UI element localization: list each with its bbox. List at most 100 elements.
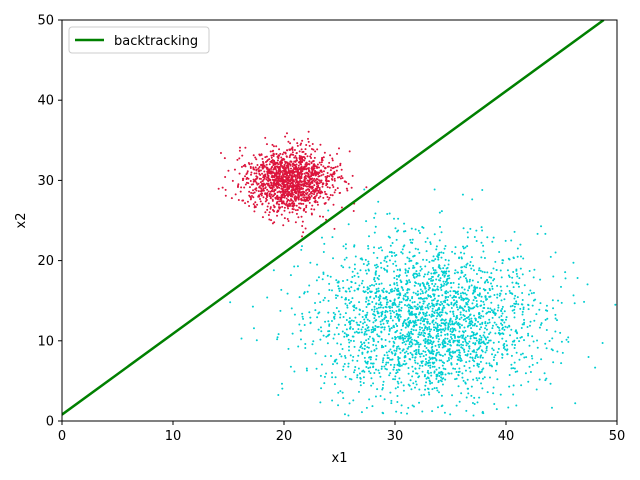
- scatter-point: [253, 210, 256, 213]
- scatter-point: [296, 167, 299, 170]
- scatter-point: [270, 183, 273, 185]
- scatter-point: [435, 368, 438, 371]
- scatter-point: [431, 310, 434, 313]
- scatter-point: [380, 282, 383, 285]
- scatter-point: [454, 295, 457, 298]
- scatter-point: [252, 203, 255, 206]
- scatter-point: [281, 181, 284, 184]
- scatter-point: [380, 246, 382, 249]
- scatter-point: [468, 264, 471, 267]
- scatter-point: [492, 349, 495, 352]
- scatter-point: [308, 144, 311, 147]
- scatter-point: [367, 341, 370, 344]
- scatter-point: [347, 182, 350, 185]
- scatter-point: [260, 153, 263, 156]
- scatter-point: [395, 313, 398, 316]
- scatter-point: [270, 166, 273, 169]
- scatter-point: [439, 315, 442, 318]
- scatter-point: [265, 160, 268, 163]
- scatter-point: [443, 247, 446, 250]
- scatter-point: [299, 143, 302, 146]
- scatter-point: [467, 392, 470, 395]
- scatter-point: [412, 264, 415, 267]
- scatter-point: [444, 368, 447, 371]
- scatter-point: [298, 175, 301, 178]
- scatter-point: [392, 262, 395, 265]
- scatter-point: [381, 249, 384, 252]
- scatter-point: [297, 190, 300, 193]
- scatter-point: [345, 187, 348, 190]
- scatter-point: [336, 165, 339, 168]
- scatter-point: [453, 299, 456, 302]
- scatter-point: [466, 353, 469, 356]
- scatter-point: [373, 284, 376, 287]
- scatter-point: [531, 304, 534, 307]
- scatter-point: [415, 348, 418, 351]
- scatter-point: [415, 315, 418, 318]
- scatter-point: [308, 190, 311, 193]
- scatter-point: [385, 295, 388, 298]
- scatter-point: [296, 144, 299, 147]
- scatter-point: [396, 293, 399, 296]
- scatter-point: [586, 283, 589, 286]
- scatter-point: [312, 160, 315, 163]
- scatter-point: [345, 298, 348, 301]
- scatter-point: [550, 348, 553, 351]
- scatter-point: [330, 289, 333, 292]
- scatter-point: [484, 295, 487, 298]
- scatter-point: [491, 316, 494, 319]
- scatter-point: [440, 331, 443, 334]
- scatter-point: [394, 387, 397, 390]
- scatter-point: [497, 306, 500, 309]
- scatter-point: [306, 163, 309, 166]
- scatter-point: [289, 274, 292, 277]
- scatter-point: [435, 387, 438, 390]
- scatter-point: [386, 265, 389, 268]
- scatter-point: [520, 327, 523, 330]
- y-tick-label: 10: [37, 334, 54, 349]
- scatter-point: [373, 313, 376, 316]
- scatter-point: [486, 336, 489, 339]
- scatter-point: [375, 290, 378, 293]
- scatter-point: [468, 366, 471, 369]
- scatter-point: [360, 345, 363, 348]
- scatter-point: [432, 255, 435, 258]
- scatter-point: [556, 350, 559, 353]
- scatter-point: [361, 343, 364, 346]
- scatter-point: [468, 340, 471, 343]
- scatter-point: [324, 320, 327, 323]
- scatter-point: [515, 404, 518, 407]
- scatter-point: [324, 201, 327, 204]
- scatter-point: [390, 254, 393, 257]
- scatter-point: [303, 199, 306, 202]
- scatter-point: [476, 364, 479, 367]
- scatter-point: [480, 314, 483, 317]
- scatter-point: [339, 164, 342, 167]
- scatter-point: [358, 284, 361, 287]
- scatter-point: [381, 361, 384, 364]
- scatter-point: [261, 157, 264, 160]
- scatter-point: [285, 132, 288, 135]
- scatter-point: [349, 354, 352, 357]
- scatter-point: [329, 194, 332, 197]
- scatter-point: [411, 375, 414, 378]
- scatter-point: [431, 381, 434, 384]
- scatter-point: [465, 279, 468, 282]
- scatter-point: [343, 258, 346, 261]
- scatter-point: [404, 268, 407, 271]
- scatter-point: [434, 289, 437, 292]
- scatter-point: [355, 321, 358, 324]
- scatter-point: [260, 194, 263, 197]
- scatter-point: [426, 304, 429, 307]
- scatter-point: [474, 342, 477, 345]
- scatter-point: [418, 305, 421, 308]
- scatter-point: [375, 302, 378, 305]
- scatter-point: [224, 175, 227, 178]
- scatter-point: [398, 369, 401, 372]
- scatter-point: [404, 326, 407, 329]
- scatter-point: [384, 344, 387, 347]
- scatter-point: [323, 242, 326, 245]
- scatter-point: [475, 304, 478, 307]
- scatter-point: [427, 341, 430, 344]
- scatter-point: [389, 348, 392, 351]
